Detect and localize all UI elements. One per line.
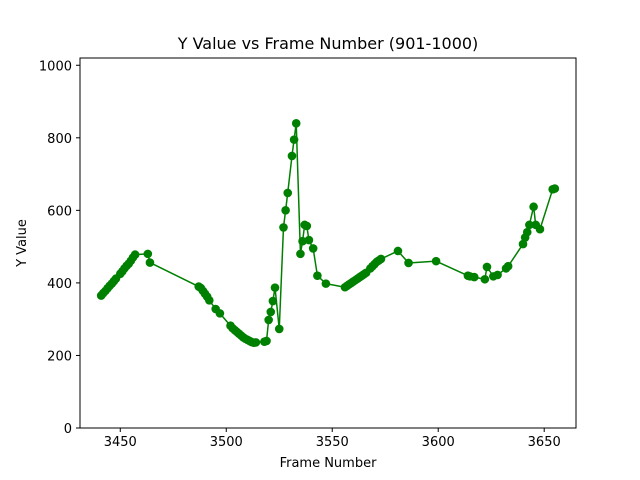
- x-axis-label: Frame Number: [280, 456, 378, 471]
- data-point: [525, 220, 534, 230]
- data-point: [404, 258, 413, 268]
- data-point: [321, 279, 331, 288]
- data-point: [393, 246, 403, 256]
- y-tick-label: 400: [47, 277, 72, 292]
- y-tick-label: 600: [47, 204, 72, 219]
- data-point: [529, 202, 538, 212]
- data-point: [522, 227, 532, 237]
- data-point: [313, 271, 322, 280]
- data-point: [145, 258, 155, 267]
- data-point: [296, 249, 305, 259]
- data-point: [550, 184, 560, 193]
- x-tick-label: 3450: [104, 435, 137, 450]
- data-point: [274, 324, 284, 334]
- data-point: [283, 188, 293, 198]
- data-point: [268, 296, 278, 306]
- data-point: [304, 235, 314, 245]
- data-point: [302, 221, 312, 231]
- data-point: [480, 274, 490, 284]
- x-tick-label: 3600: [422, 435, 455, 450]
- data-point: [143, 249, 153, 259]
- x-tick-label: 3550: [316, 435, 349, 450]
- x-tick-label: 3500: [210, 435, 243, 450]
- y-axis: 0 200 400 600 800 1000: [39, 59, 80, 437]
- chart-title: Y Value vs Frame Number (901-1000): [177, 34, 479, 53]
- data-point: [130, 250, 140, 259]
- series-layer: [96, 118, 560, 348]
- data-point: [431, 256, 441, 266]
- plot-frame: [79, 57, 577, 429]
- y-tick-label: 800: [47, 132, 72, 147]
- data-point: [264, 315, 273, 325]
- data-point: [376, 254, 386, 264]
- data-point: [298, 236, 307, 246]
- x-axis: 3450 3500 3550 3600 3650: [104, 428, 561, 450]
- y-tick-label: 200: [47, 349, 72, 364]
- data-point: [262, 336, 271, 346]
- y-axis-label: Y Value: [15, 219, 30, 268]
- data-point: [503, 261, 513, 271]
- data-point: [493, 270, 502, 280]
- data-point: [518, 239, 528, 249]
- data-point: [308, 244, 318, 253]
- data-point: [205, 296, 214, 305]
- data-point: [469, 272, 479, 282]
- data-point: [279, 223, 288, 232]
- data-point: [281, 206, 290, 215]
- data-point: [266, 307, 276, 317]
- y-tick-label: 1000: [39, 59, 72, 74]
- data-point: [482, 262, 492, 272]
- data-point: [270, 283, 280, 292]
- data-point: [535, 224, 545, 234]
- data-point: [215, 309, 225, 318]
- data-point: [289, 135, 299, 144]
- y-tick-label: 0: [64, 422, 72, 437]
- data-point: [291, 118, 301, 128]
- data-point: [287, 151, 297, 161]
- data-point: [251, 338, 261, 347]
- x-tick-label: 3650: [528, 435, 561, 450]
